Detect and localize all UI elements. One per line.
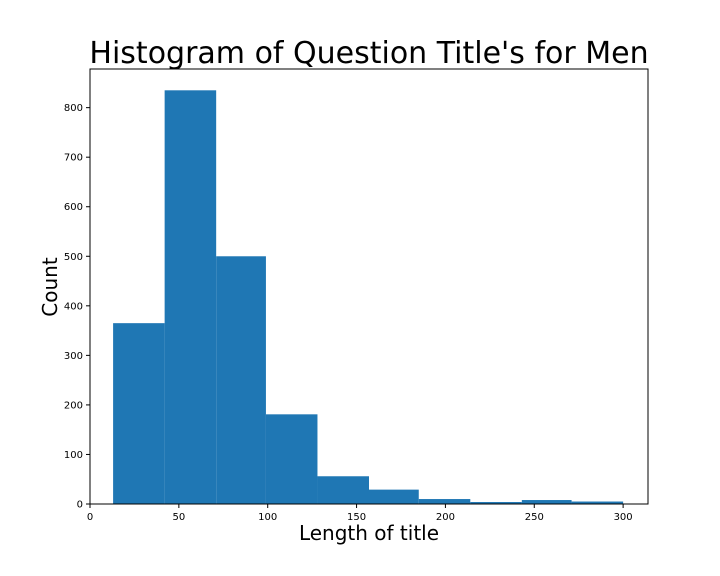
x-tick-label: 250 — [525, 512, 544, 523]
histogram-bar-4 — [265, 414, 318, 504]
x-tick-label: 300 — [614, 512, 633, 523]
y-tick-label: 0 — [77, 500, 83, 511]
x-tick-label: 150 — [347, 512, 366, 523]
y-tick-label: 300 — [64, 351, 83, 362]
y-tick-label: 200 — [64, 400, 83, 411]
y-tick-label: 800 — [64, 103, 83, 114]
histogram-bar-5 — [317, 476, 369, 504]
histogram-bar-1 — [113, 323, 165, 504]
histogram-bar-6 — [369, 489, 419, 504]
bars-group — [113, 90, 624, 504]
x-axis-label: Length of title — [299, 521, 439, 545]
histogram-bar-9 — [521, 500, 572, 504]
y-tick-label: 700 — [64, 153, 83, 164]
y-axis-ticks: 0 100 200 300 400 500 600 700 800 — [64, 103, 90, 511]
histogram-bar-2 — [164, 90, 217, 504]
x-tick-label: 50 — [172, 512, 185, 523]
plot-frame — [89, 68, 649, 505]
y-axis-label: Count — [38, 257, 62, 317]
histogram-bar-8 — [470, 502, 522, 504]
chart-title: Histogram of Question Title's for Men — [89, 36, 648, 71]
x-axis-ticks: 0 50 100 150 200 250 300 — [87, 504, 633, 523]
x-tick-label: 200 — [436, 512, 455, 523]
x-tick-label: 100 — [258, 512, 277, 523]
y-tick-label: 600 — [64, 202, 83, 213]
y-tick-label: 100 — [64, 450, 83, 461]
y-tick-label: 500 — [64, 252, 83, 263]
histogram-bar-10 — [571, 501, 624, 504]
histogram-bar-7 — [418, 499, 471, 504]
x-tick-label: 0 — [87, 512, 93, 523]
histogram-bar-3 — [216, 256, 266, 504]
y-tick-label: 400 — [64, 301, 83, 312]
